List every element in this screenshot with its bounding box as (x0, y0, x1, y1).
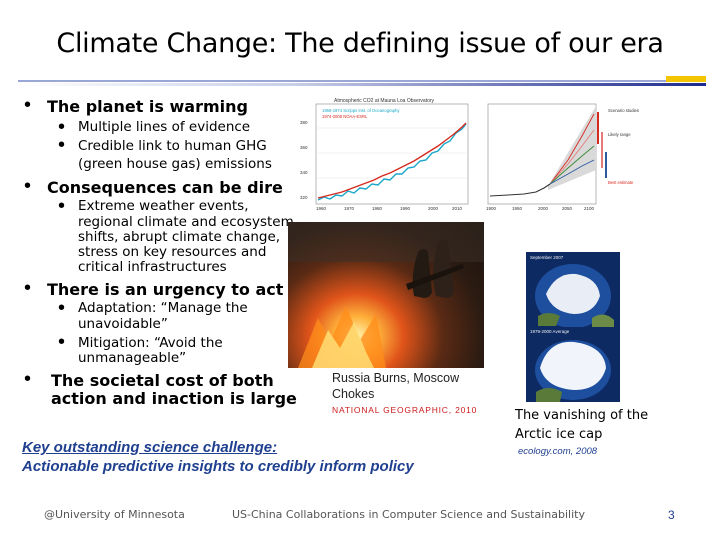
co2-chart-title: Atmospheric CO2 at Mauna Loa Observatory (334, 98, 435, 104)
co2-x-tick: 1960 (316, 206, 327, 211)
sub-bullet-adaptation-l1: Adaptation: “Manage the (78, 300, 248, 316)
sub-bullet-mitigation-l2: unmanageable” (78, 350, 187, 366)
temperature-projection-chart: Scenario studies Likely range Best estim… (478, 100, 644, 218)
bullet-dot-icon: • (58, 116, 66, 138)
arctic-caption-l2: Arctic ice cap (515, 427, 603, 442)
temp-note-scenario: Scenario studies (608, 108, 639, 113)
bullet-dot-icon: • (58, 297, 66, 319)
co2-y-tick: 320 (300, 195, 308, 200)
fire-caption-l1: Russia Burns, Moscow (332, 371, 460, 385)
arctic-source: ecology.com, 2008 (518, 446, 598, 457)
temp-x-tick: 2100 (584, 206, 595, 211)
title-divider (18, 76, 706, 90)
footer-event: US-China Collaborations in Computer Scie… (232, 508, 585, 521)
co2-legend-noaa: 1974-2008 NOAA-ESRL (322, 114, 368, 119)
russia-fire-photo (288, 222, 484, 368)
arctic-label-2007: September 2007 (530, 255, 564, 260)
bullet-dot-icon: • (24, 368, 32, 390)
bullet-dot-icon: • (58, 195, 66, 217)
page-number: 3 (668, 508, 675, 522)
bullet-societal-cost-l1: The societal cost of both (51, 371, 274, 390)
fire-source: NATIONAL GEOGRAPHIC, 2010 (332, 405, 478, 415)
bullet-dot-icon: • (58, 331, 66, 353)
bullet-dot-icon: • (24, 175, 32, 197)
sub-bullet-mitigation-l1: Mitigation: “Avoid the (78, 335, 223, 351)
co2-y-tick: 360 (300, 145, 308, 150)
sub-bullet-extreme-l1: Extreme weather events, (78, 198, 249, 214)
temp-note-best: Best estimate (608, 180, 634, 185)
temp-x-tick: 2000 (538, 206, 549, 211)
sub-bullet-extreme-l3: shifts, abrupt climate change, (78, 229, 281, 245)
sub-bullet-extreme-l2: regional climate and ecosystem (78, 214, 294, 230)
co2-x-tick: 2010 (452, 206, 463, 211)
co2-x-tick: 1980 (372, 206, 383, 211)
sub-bullet-extreme-l5: critical infrastructures (78, 259, 227, 275)
bullet-dot-icon: • (24, 277, 32, 299)
arctic-ice-comparison-image: September 2007 1979-2000 Average (526, 252, 620, 402)
temp-x-tick: 1950 (512, 206, 523, 211)
arctic-caption-l1: The vanishing of the (515, 408, 649, 423)
temp-x-tick: 2050 (562, 206, 573, 211)
sub-bullet-adaptation-l2: unavoidable” (78, 316, 168, 332)
bullet-dot-icon: • (24, 94, 32, 116)
footer-institution: @University of Minnesota (44, 508, 185, 521)
sub-bullet-evidence: Multiple lines of evidence (78, 119, 251, 135)
co2-y-tick: 340 (300, 170, 308, 175)
co2-x-tick: 1990 (400, 206, 411, 211)
key-challenge-statement: Actionable predictive insights to credib… (22, 458, 414, 475)
co2-x-tick: 2000 (428, 206, 439, 211)
fire-caption-l2: Chokes (332, 387, 375, 401)
sub-bullet-ghg-l1: Credible link to human GHG (78, 138, 267, 154)
temp-note-range: Likely range (608, 132, 631, 137)
bullet-societal-cost-l2: action and inaction is large (51, 389, 297, 408)
bullet-planet-warming: The planet is warming (47, 97, 248, 116)
co2-y-tick: 380 (300, 120, 308, 125)
key-challenge-heading: Key outstanding science challenge: (22, 439, 278, 456)
bullet-dot-icon: • (58, 134, 66, 156)
co2-keeling-chart: Atmospheric CO2 at Mauna Loa Observatory… (300, 96, 472, 218)
co2-x-tick: 1970 (344, 206, 355, 211)
temp-x-tick: 1900 (486, 206, 497, 211)
bullet-consequences: Consequences can be dire (47, 178, 283, 197)
sub-bullet-ghg-l2: (green house gas) emissions (78, 156, 272, 172)
co2-legend-scripps: 1958-1974 Scripps Inst. of Oceanography (322, 108, 400, 113)
sub-bullet-extreme-l4: stress on key resources and (78, 244, 267, 260)
slide-title: Climate Change: The defining issue of ou… (56, 28, 664, 59)
bullet-urgency: There is an urgency to act (47, 280, 284, 299)
arctic-label-average: 1979-2000 Average (530, 329, 570, 334)
